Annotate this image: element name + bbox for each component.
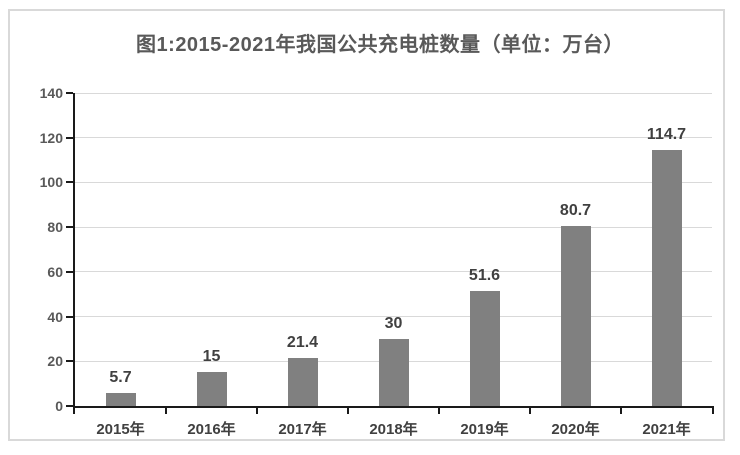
x-axis-label-2019年: 2019年 bbox=[460, 421, 509, 438]
x-axis-label-2017年: 2017年 bbox=[278, 421, 327, 438]
bar-2017年 bbox=[287, 358, 318, 406]
y-tick-140 bbox=[66, 92, 73, 94]
gridline-y-80 bbox=[75, 226, 712, 228]
y-axis-label-60: 60 bbox=[47, 263, 63, 280]
bar-2018年 bbox=[378, 338, 409, 406]
gridline-y-40 bbox=[75, 316, 712, 318]
y-axis-label-140: 140 bbox=[39, 85, 63, 101]
bar-value-label-2016年: 15 bbox=[202, 348, 221, 366]
y-tick-80 bbox=[66, 226, 73, 229]
bar-value-label-2015年: 5.7 bbox=[109, 369, 132, 387]
y-axis-label-40: 40 bbox=[47, 308, 63, 325]
x-tick-4 bbox=[438, 408, 440, 414]
gridline-y-60 bbox=[75, 271, 712, 273]
bar-2020年 bbox=[560, 225, 591, 406]
x-tick-7 bbox=[712, 408, 714, 414]
y-axis-line bbox=[73, 93, 75, 408]
y-axis-label-20: 20 bbox=[47, 353, 63, 370]
bar-2021年 bbox=[651, 149, 682, 406]
gridline-y-140 bbox=[75, 92, 712, 94]
y-axis-label-80: 80 bbox=[47, 219, 63, 236]
y-tick-20 bbox=[66, 360, 73, 363]
y-tick-40 bbox=[66, 315, 73, 318]
bar-2019年 bbox=[469, 290, 500, 406]
chart-frame: 图1:2015-2021年我国公共充电桩数量（单位：万台） 0 20 40 60 80 1… bbox=[8, 9, 725, 441]
bar-value-label-2020年: 80.7 bbox=[559, 201, 592, 219]
gridline-y-100 bbox=[75, 181, 712, 183]
x-axis-label-2016年: 2016年 bbox=[187, 421, 236, 438]
y-tick-60 bbox=[66, 270, 73, 273]
x-axis-label-2018年: 2018年 bbox=[369, 421, 418, 438]
x-tick-2 bbox=[256, 408, 258, 414]
x-axis-label-2020年: 2020年 bbox=[551, 421, 600, 438]
y-tick-120 bbox=[66, 136, 73, 139]
bar-value-label-2021年: 114.7 bbox=[646, 125, 687, 143]
y-tick-100 bbox=[66, 181, 73, 184]
gridline-y-120 bbox=[75, 137, 712, 139]
x-tick-1 bbox=[165, 408, 167, 414]
x-tick-6 bbox=[620, 408, 622, 414]
y-axis-label-120: 120 bbox=[39, 129, 63, 146]
bar-2016年 bbox=[196, 372, 227, 406]
x-tick-3 bbox=[347, 408, 349, 414]
plot-area: 0 20 40 60 80 100 120 140 5.7 2015年 15 2016年 21.4 201… bbox=[40, 86, 714, 438]
x-axis-label-2015年: 2015年 bbox=[96, 421, 145, 438]
x-axis-label-2021年: 2021年 bbox=[642, 421, 691, 438]
bar-value-label-2019年: 51.6 bbox=[468, 266, 501, 284]
x-tick-5 bbox=[529, 408, 531, 414]
y-axis-label-100: 100 bbox=[39, 174, 63, 191]
y-axis-label-0: 0 bbox=[55, 398, 63, 414]
bar-value-label-2017年: 21.4 bbox=[286, 334, 319, 352]
bar-2015年 bbox=[105, 393, 136, 406]
bar-value-label-2018年: 30 bbox=[384, 314, 403, 332]
x-axis-line bbox=[73, 406, 714, 408]
y-tick-0 bbox=[66, 405, 73, 407]
x-tick-0 bbox=[73, 408, 75, 414]
chart-title: 图1:2015-2021年我国公共充电桩数量（单位：万台） bbox=[136, 34, 624, 56]
